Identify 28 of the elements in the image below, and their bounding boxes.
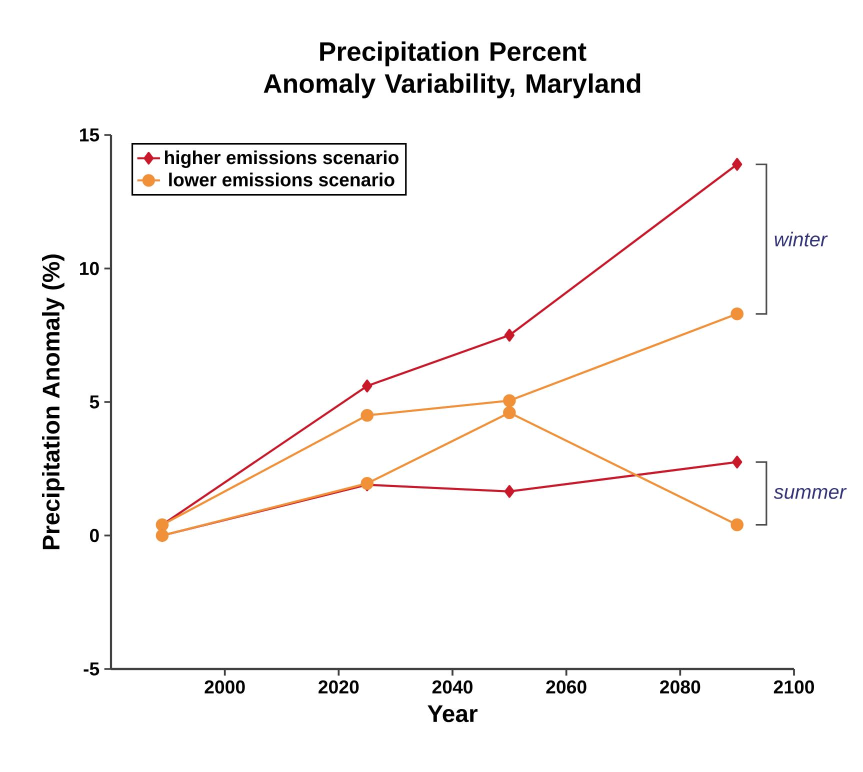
- x-tick-label: 2100: [774, 680, 814, 694]
- annotation: winter: [774, 232, 828, 246]
- x-tick-label: 2000: [204, 680, 245, 694]
- x-tick-label: 2040: [432, 680, 472, 694]
- point: [732, 158, 742, 171]
- point: [503, 394, 516, 408]
- y-tick-label: -5: [84, 662, 100, 676]
- point: [730, 518, 744, 532]
- point: [362, 380, 372, 392]
- point: [503, 406, 516, 420]
- legend-label: lower emissions scenario: [169, 172, 394, 186]
- y-tick-label: 15: [80, 128, 100, 142]
- x-axis-title: Year: [428, 705, 478, 722]
- x-tick-label: 2020: [318, 680, 359, 694]
- legend-label: higher emissions scenario: [165, 150, 398, 168]
- chart-title: Precipitation Percent Anomaly Variability, Maryland: [264, 41, 640, 98]
- point: [504, 328, 514, 342]
- point: [360, 408, 374, 422]
- annotation: summer: [774, 488, 847, 499]
- y-tick-label: 5: [90, 395, 100, 409]
- point: [504, 485, 514, 498]
- x-tick-label: 2060: [546, 680, 586, 694]
- point: [730, 307, 744, 320]
- point: [732, 456, 742, 468]
- x-tick-label: 2080: [660, 680, 700, 694]
- y-tick-label: 0: [90, 528, 99, 542]
- y-axis-title: Precipitation Anomaly (%): [42, 254, 64, 550]
- y-tick-label: 10: [80, 262, 99, 276]
